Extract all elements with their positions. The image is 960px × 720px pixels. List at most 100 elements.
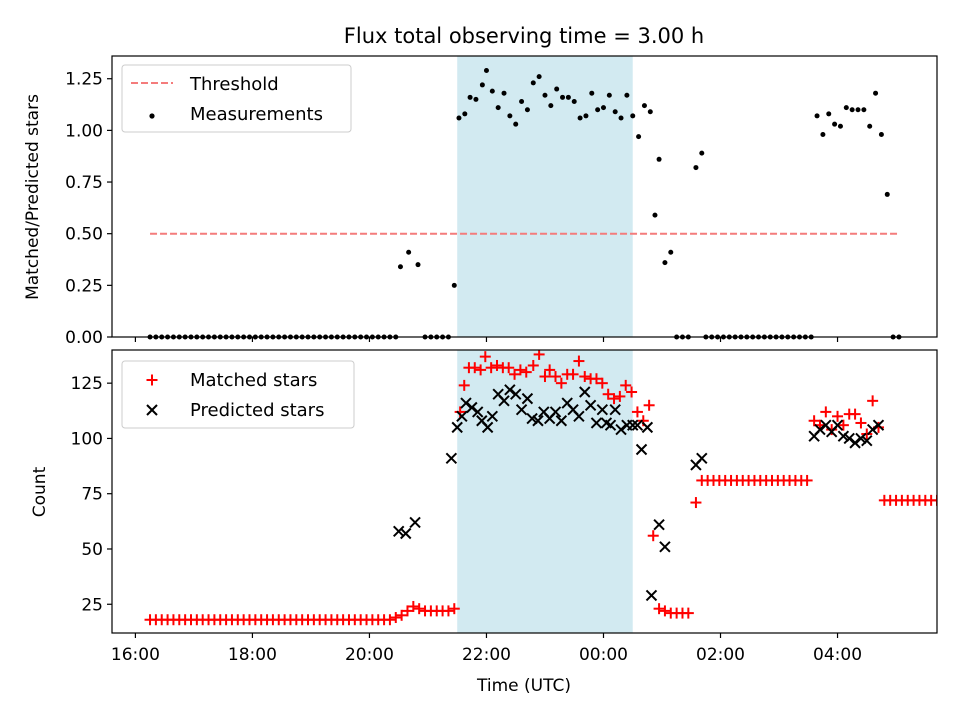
- matched-star-point: [808, 415, 820, 427]
- predicted-star-point: [504, 384, 516, 396]
- matched-star-point: [503, 362, 515, 374]
- matched-star-point: [855, 417, 867, 429]
- measurement-point: [495, 105, 501, 111]
- predicted-star-point: [866, 423, 879, 436]
- measurement-point: [501, 90, 507, 96]
- predicted-star-point: [659, 541, 671, 553]
- predicted-star-point: [631, 419, 644, 431]
- chart-title: Flux total observing time = 3.00 h: [344, 24, 704, 48]
- predicted-star-point: [510, 388, 522, 400]
- measurement-point: [641, 103, 647, 109]
- matched-star-point: [643, 399, 655, 411]
- measurement-point: [415, 262, 421, 268]
- predicted-star-point: [515, 403, 528, 416]
- measurement-point: [624, 92, 630, 98]
- matched-star-point: [475, 364, 487, 376]
- ratio-observing-window: [457, 56, 633, 337]
- matched-star-point: [527, 359, 539, 371]
- measurement-point: [884, 191, 890, 197]
- predicted-star-point: [400, 527, 412, 540]
- predicted-star-point: [451, 421, 463, 434]
- legend-predicted-marker: [146, 404, 158, 416]
- legend-measurements-swatch: [149, 113, 155, 119]
- count-x-ticks: 16:00 18:00 20:00 22:00 00:00 02:00 04:00: [111, 633, 862, 665]
- matched-star-point: [826, 424, 838, 436]
- measurement-point: [843, 105, 849, 111]
- matched-star-point: [448, 603, 460, 615]
- matched-star-point: [491, 359, 503, 371]
- measurement-point: [826, 111, 832, 117]
- measurement-point: [849, 107, 855, 113]
- measurement-point: [630, 113, 636, 119]
- ratio-y-tick-label: 0.75: [65, 173, 103, 193]
- ratio-x-ticks: [134, 337, 839, 342]
- matched-star-points: [144, 350, 937, 626]
- matched-star-point: [514, 364, 526, 376]
- predicted-star-point: [573, 410, 585, 423]
- measurement-point: [618, 115, 624, 121]
- legend-matched-label: Matched stars: [190, 370, 317, 391]
- measurement-point: [861, 107, 867, 113]
- ratio-legend-box: [121, 64, 352, 133]
- count-y-tick-label: 75: [81, 485, 103, 505]
- measurement-point: [832, 121, 838, 127]
- legend-matched-swatch: [146, 374, 158, 386]
- measurement-point: [397, 264, 403, 270]
- measurement-point: [595, 107, 601, 113]
- ratio-y-tick-label: 0.00: [65, 328, 103, 348]
- measurement-point: [406, 249, 412, 255]
- measurement-point: [583, 113, 589, 119]
- matched-star-point: [407, 600, 419, 612]
- count-y-axis-label: Count: [30, 466, 50, 517]
- matched-star-point: [520, 366, 532, 378]
- matched-star-point: [509, 368, 521, 380]
- measurement-point: [693, 165, 699, 171]
- matched-star-point: [690, 497, 702, 509]
- predicted-star-point: [486, 410, 499, 423]
- predicted-star-point: [596, 403, 609, 416]
- predicted-star-point: [590, 417, 603, 429]
- predicted-star-points: [392, 384, 885, 602]
- matched-star-point: [401, 605, 413, 617]
- matched-star-point: [442, 605, 454, 617]
- matched-star-point: [469, 362, 481, 374]
- predicted-star-point: [584, 399, 597, 411]
- measurement-point: [820, 132, 826, 138]
- matched-star-point: [620, 379, 632, 391]
- matched-star-point: [614, 390, 626, 402]
- predicted-star-point: [627, 419, 639, 431]
- predicted-star-point: [409, 516, 421, 529]
- matched-star-point: [458, 379, 470, 391]
- matched-star-point: [820, 406, 832, 418]
- measurement-point: [489, 88, 495, 94]
- measurement-point: [577, 115, 583, 121]
- predicted-star-point: [521, 392, 534, 405]
- matched-star-point: [590, 373, 602, 385]
- count-y-tick-label: 125: [71, 374, 103, 394]
- measurement-point: [656, 156, 662, 162]
- measurement-point: [451, 282, 457, 288]
- measurement-point: [612, 109, 618, 115]
- measurement-point: [542, 92, 548, 98]
- matched-star-point: [602, 388, 614, 400]
- legend-predicted-label: Predicted stars: [190, 400, 324, 421]
- measurement-point: [479, 82, 485, 88]
- matched-star-point: [653, 603, 665, 615]
- legend-measurements-label: Measurements: [190, 104, 323, 125]
- x-tick-label: 20:00: [345, 645, 394, 665]
- measurement-point: [462, 111, 468, 117]
- count-legend-box: [121, 360, 355, 429]
- matched-star-point: [867, 395, 879, 407]
- predicted-star-point: [604, 419, 617, 431]
- predicted-star-point: [615, 423, 627, 436]
- ratio-y-tick-label: 0.50: [65, 225, 103, 245]
- matched-star-point: [567, 368, 579, 380]
- ratio-y-tick-label: 0.25: [65, 276, 103, 296]
- predicted-star-point: [641, 421, 654, 434]
- count-plot-frame: [111, 349, 938, 634]
- matched-star-point: [931, 494, 937, 506]
- measurement-point: [837, 123, 843, 129]
- count-y-tick-label: 100: [71, 429, 103, 449]
- matched-star-point: [573, 355, 585, 367]
- ratio-y-ticks: 0.00 0.25 0.50 0.75 1.00 1.25: [65, 70, 112, 348]
